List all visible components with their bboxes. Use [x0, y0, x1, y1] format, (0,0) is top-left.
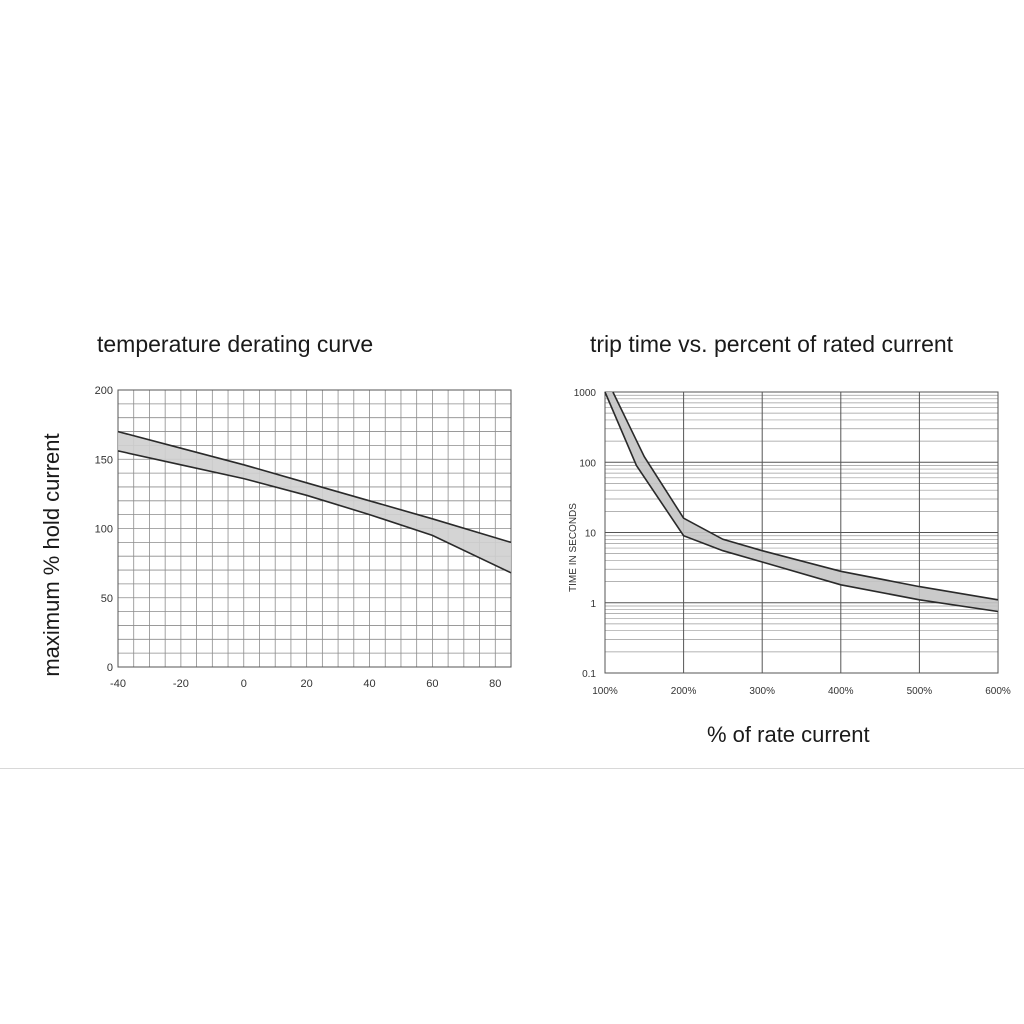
- x-tick-label: 40: [363, 678, 375, 690]
- x-tick-label: 80: [489, 678, 501, 690]
- chart-left-frame: [117, 389, 512, 668]
- chart-right-x-axis-label: % of rate current: [707, 722, 870, 747]
- x-tick-label: -40: [110, 678, 126, 690]
- x-tick-label: 300%: [749, 686, 775, 697]
- chart-right-upper-curve: [612, 391, 999, 601]
- chart-right-band: [605, 392, 998, 612]
- x-tick-label: 60: [426, 678, 438, 690]
- x-tick-label: 100%: [592, 686, 618, 697]
- y-tick-label: 1: [590, 599, 596, 610]
- y-tick-label: 100: [95, 524, 113, 536]
- x-tick-label: -20: [173, 678, 189, 690]
- y-tick-label: 200: [95, 385, 113, 397]
- bottom-divider: [0, 768, 1024, 769]
- chart-right-frame: [604, 391, 999, 674]
- chart-right-lower-curve: [604, 391, 999, 613]
- chart-left-band: [118, 431, 511, 573]
- y-tick-label: 150: [95, 454, 113, 466]
- chart-left-upper-curve: [117, 430, 512, 544]
- x-tick-label: 600%: [985, 686, 1011, 697]
- y-tick-label: 100: [579, 458, 596, 469]
- x-tick-label: 400%: [828, 686, 854, 697]
- chart-right-title: trip time vs. percent of rated current: [590, 331, 954, 357]
- chart-left-title: temperature derating curve: [97, 331, 374, 357]
- x-tick-label: 20: [301, 678, 313, 690]
- y-tick-label: 1000: [574, 388, 597, 399]
- x-tick-label: 500%: [907, 686, 933, 697]
- y-tick-label: 0.1: [582, 669, 596, 680]
- chart-right-grid: [604, 392, 999, 674]
- y-tick-label: 50: [101, 593, 113, 605]
- x-tick-label: 200%: [671, 686, 697, 697]
- x-tick-label: 0: [241, 678, 247, 690]
- chart-left-lower-curve: [117, 450, 512, 574]
- y-tick-label: 10: [585, 529, 597, 540]
- chart-right-y-axis-label: TIME IN SECONDS: [568, 503, 579, 592]
- y-tick-label: 0: [107, 662, 113, 674]
